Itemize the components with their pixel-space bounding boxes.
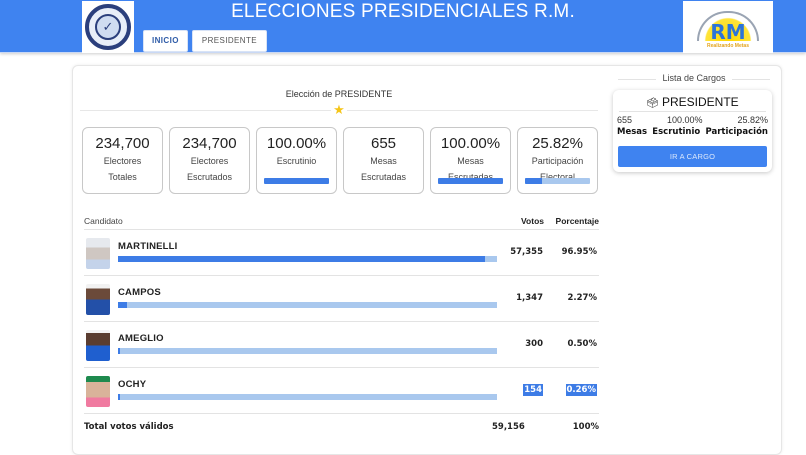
candidate-name: AMEGLIO [118,333,164,344]
stat-electores-totales: 234,700 Electores Totales [82,127,163,194]
stat-label: Escrutinio [276,156,317,166]
nav-tabs: INICIO PRESIDENTE [143,30,267,52]
tribunal-electoral-logo: ✓ [82,1,134,53]
candidate-name: OCHY [118,379,147,390]
cargo-escrutinio-value: 100.00% [666,115,703,125]
candidate-name: CAMPOS [118,287,161,298]
cargo-escrutinio-label: Escrutinio [652,127,701,137]
header-porcentaje: Porcentaje [555,216,599,226]
stat-value: 234,700 [182,135,237,152]
stat-electores-escrutados: 234,700 Electores Escrutados [169,127,250,194]
election-title: Elección de PRESIDENTE [285,89,393,99]
vote-bar [118,394,497,400]
stat-value: 100.00% [440,135,501,152]
results-table: Candidato Votos Porcentaje MARTINELLI 57… [84,215,599,440]
stat-label: Electores [103,156,142,166]
ir-a-cargo-button[interactable]: IR A CARGO [618,146,767,167]
selected-text: 0.26% [565,384,597,396]
vote-bar [118,348,497,354]
candidate-row: CAMPOS 1,347 2.27% [84,276,599,322]
nav-presidente-button[interactable]: PRESIDENTE [191,30,267,52]
stat-value: 655 [370,135,397,152]
candidate-name: MARTINELLI [118,241,178,252]
candidate-row: OCHY 154 0.26% [84,368,599,414]
stat-value: 234,700 [95,135,150,152]
candidate-percentage: 0.50% [567,339,598,349]
page-title: ELECCIONES PRESIDENCIALES R.M. [231,1,575,22]
progress-bar [525,178,590,184]
candidate-row: MARTINELLI 57,355 96.95% [84,230,599,276]
vote-bar [118,256,497,262]
cargo-participacion-label: Participación [705,127,768,137]
stat-value: 100.00% [266,135,327,152]
stat-label: Mesas [370,156,397,166]
candidate-row: AMEGLIO 300 0.50% [84,322,599,368]
realizando-metas-logo: RM Realizando Metas [683,1,773,53]
stat-label: Escrutadas [360,172,407,182]
candidate-percentage: 96.95% [561,247,597,257]
total-label: Total votos válidos [84,422,174,432]
candidate-votes: 1,347 [516,293,543,303]
cargos-title-text: Lista de Cargos [656,73,732,83]
cargo-values: 655 100.00% 25.82% [617,115,768,125]
candidate-percentage: 0.26% [565,384,597,396]
cargo-mesas-label: Mesas [617,127,648,137]
cargo-header: 🗳 PRESIDENTE [619,95,766,112]
logo-rm-text: RM [710,20,746,44]
candidate-percentage: 2.27% [567,293,598,303]
total-percentage: 100% [572,422,599,432]
stat-label: Escrutadas [447,172,494,182]
stat-label: Totales [108,172,137,182]
cargo-mesas-value: 655 [617,115,633,125]
stat-label: Participación [531,156,584,166]
table-header: Candidato Votos Porcentaje [84,215,599,230]
header-candidato: Candidato [84,216,123,226]
logo-tagline: Realizando Metas [707,43,749,49]
stat-value: 25.82% [532,135,583,152]
star-icon: ★ [331,103,347,117]
cargo-card-presidente: 🗳 PRESIDENTE 655 100.00% 25.82% Mesas Esc… [613,90,772,172]
cargo-name: PRESIDENTE [662,95,739,109]
stat-label: Mesas [457,156,484,166]
candidate-votes: 300 [525,339,543,349]
total-votes: 59,156 [492,422,525,432]
vote-bar [118,302,497,308]
stat-mesas-escrutadas-pct: 100.00% Mesas Escrutadas [430,127,511,194]
candidate-photo [86,330,110,361]
total-row: Total votos válidos 59,156 100% [84,414,599,440]
cargo-participacion-value: 25.82% [737,115,768,125]
stat-mesas-escrutadas: 655 Mesas Escrutadas [343,127,424,194]
stat-label: Electoral [539,172,575,182]
progress-bar [438,178,503,184]
stat-participacion: 25.82% Participación Electoral [517,127,598,194]
cargo-labels: Mesas Escrutinio Participación [617,127,768,137]
stat-label: Escrutados [186,172,233,182]
candidate-photo [86,238,110,269]
sunrise-arc-icon: RM [697,11,759,44]
stats-row: 234,700 Electores Totales 234,700 Electo… [82,127,598,194]
nav-inicio-button[interactable]: INICIO [143,30,188,52]
stat-escrutinio: 100.00% Escrutinio [256,127,337,194]
ballot-box-icon: 🗳 [646,98,659,109]
candidate-votes: 57,355 [510,247,543,257]
header-bar: ✓ ELECCIONES PRESIDENCIALES R.M. INICIO … [0,0,806,53]
candidate-photo [86,284,110,315]
progress-bar [264,178,329,184]
cargos-title: Lista de Cargos [618,73,770,83]
seal-icon: ✓ [85,4,131,50]
header-votos: Votos [521,216,544,226]
selected-text: 154 [523,384,543,396]
candidate-votes: 154 [523,384,543,396]
stat-label: Electores [190,156,229,166]
candidate-photo [86,376,110,407]
